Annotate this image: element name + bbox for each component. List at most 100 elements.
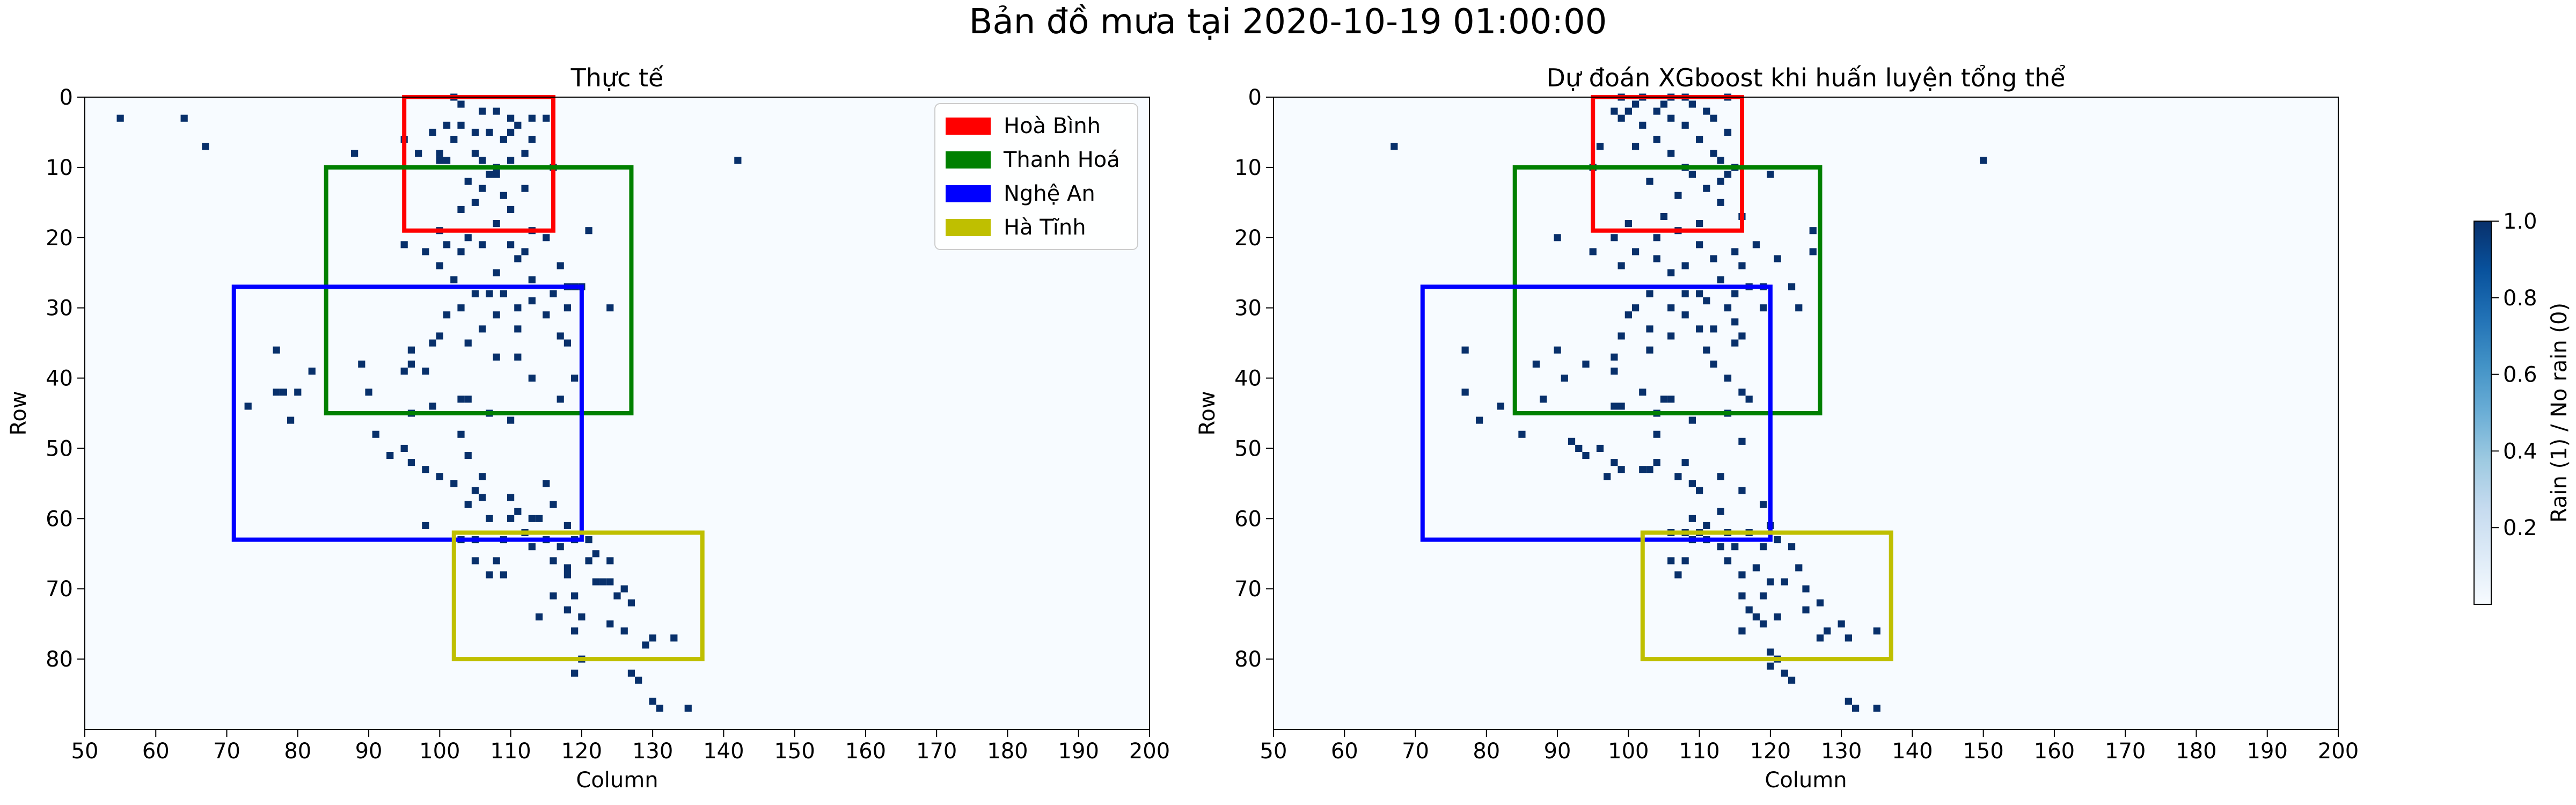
rain-cell <box>471 199 479 206</box>
rain-cell <box>500 571 507 579</box>
rain-cell <box>1653 107 1660 115</box>
rain-cell <box>521 150 529 157</box>
x-tick-label: 150 <box>774 739 815 764</box>
rain-cell <box>564 522 572 529</box>
rain-cell <box>734 157 742 164</box>
x-tick-label: 140 <box>1892 739 1933 764</box>
rain-cell <box>585 536 592 544</box>
x-tick-label: 120 <box>1750 739 1791 764</box>
rain-cell <box>1738 262 1746 269</box>
rain-cell <box>457 304 465 312</box>
colorbar-tick-label: 0.8 <box>2503 286 2537 311</box>
rain-cell <box>1540 396 1547 403</box>
rain-cell <box>1824 627 1831 635</box>
rain-cell <box>1738 627 1746 635</box>
rain-cell <box>1582 451 1590 459</box>
rain-cell <box>1731 290 1739 298</box>
y-tick-label: 80 <box>1234 647 1262 672</box>
rain-cell <box>620 585 628 592</box>
rain-cell <box>436 150 443 157</box>
y-tick-label: 60 <box>46 507 73 531</box>
rain-cell <box>1802 606 1810 614</box>
rain-cell <box>1618 114 1625 122</box>
rain-cell <box>649 634 656 642</box>
y-tick-label: 30 <box>46 296 73 321</box>
rain-cell <box>1624 107 1632 115</box>
rain-cell <box>1760 543 1767 551</box>
rain-cell <box>1604 473 1611 480</box>
rain-cell <box>557 396 564 403</box>
rain-cell <box>1724 304 1732 312</box>
rain-cell <box>1738 487 1746 494</box>
rain-cell <box>1731 248 1739 255</box>
x-tick-label: 50 <box>1260 739 1287 764</box>
legend-swatch <box>946 151 991 169</box>
rain-cell <box>1795 304 1803 312</box>
x-tick-label: 160 <box>845 739 886 764</box>
region-box <box>1512 165 1823 415</box>
y-tick-label: 40 <box>1234 367 1262 391</box>
rain-cell <box>1703 107 1710 115</box>
rain-cell <box>1717 543 1724 551</box>
rain-cell <box>1596 143 1604 150</box>
rain-cell <box>1816 634 1824 642</box>
rain-cell <box>1461 389 1469 396</box>
rain-cell <box>528 543 536 551</box>
rain-cell <box>1475 416 1483 424</box>
rain-cell <box>450 276 458 283</box>
x-tick-label: 170 <box>2105 739 2146 764</box>
rain-cell <box>585 227 592 235</box>
rain-cell <box>1717 178 1724 185</box>
rain-cell <box>1695 487 1703 494</box>
rain-cell <box>1731 318 1739 326</box>
rain-cell <box>429 402 436 410</box>
rain-cell <box>1596 444 1604 452</box>
rain-cell <box>457 121 465 129</box>
rain-cell <box>507 416 515 424</box>
panel-title: Dự đoán XGboost khi huấn luyện tổng thể <box>1546 63 2065 92</box>
rain-cell <box>479 107 486 115</box>
rain-cell <box>564 571 572 579</box>
rain-cell <box>1717 199 1724 206</box>
rain-cell <box>1752 613 1760 621</box>
rain-cell <box>1611 459 1618 466</box>
rain-cell <box>1582 360 1590 368</box>
x-tick-label: 200 <box>1129 739 1170 764</box>
rain-cell <box>670 634 678 642</box>
rain-cell <box>535 613 543 621</box>
rain-cell <box>500 290 507 298</box>
rain-cell <box>528 276 536 283</box>
y-tick-label: 50 <box>46 436 73 461</box>
rain-cell <box>543 311 550 319</box>
rain-cell <box>564 339 572 347</box>
rain-cell <box>457 430 465 438</box>
rain-cell <box>1391 143 1398 150</box>
rain-cell <box>493 269 500 276</box>
rain-cell <box>1838 620 1845 628</box>
x-axis-label: Column <box>576 768 658 793</box>
rain-cell <box>507 206 515 213</box>
rain-cell <box>514 508 522 515</box>
panel-xgboost-prediction: 50 60 70 80 90 100 110 120 130 140 150 160 170 180 190… <box>1195 63 2359 793</box>
rain-cell <box>1724 375 1732 382</box>
rain-cell <box>564 564 572 572</box>
rain-cell <box>1667 269 1675 276</box>
colorbar-label: Rain (1) / No rain (0) <box>2547 303 2572 523</box>
rain-cell <box>585 557 592 565</box>
rain-cell <box>1724 557 1732 565</box>
rain-cell <box>436 262 443 269</box>
rain-cell <box>635 676 642 684</box>
rain-cell <box>486 171 493 178</box>
rain-cell <box>1653 459 1660 466</box>
rain-cell <box>1710 325 1717 333</box>
rain-cell <box>1695 220 1703 228</box>
rain-cell <box>1639 121 1646 129</box>
rain-cell <box>1624 311 1632 319</box>
rain-cell <box>528 114 536 122</box>
y-tick-label: 0 <box>60 85 73 110</box>
rain-cell <box>1738 389 1746 396</box>
rain-cell <box>1802 585 1810 592</box>
rain-cell <box>1624 220 1632 228</box>
legend-swatch <box>946 219 991 236</box>
rain-cell <box>202 143 209 150</box>
